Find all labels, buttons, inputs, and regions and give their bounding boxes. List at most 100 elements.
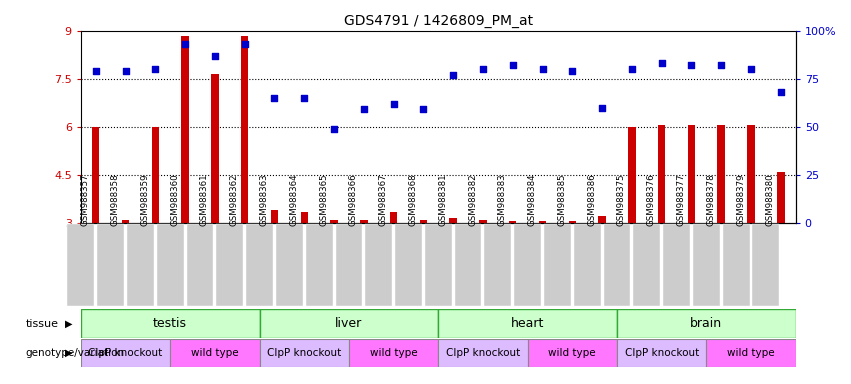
FancyBboxPatch shape <box>276 223 303 306</box>
Point <box>595 104 608 111</box>
Text: GSM988363: GSM988363 <box>260 174 269 226</box>
Bar <box>390 212 397 223</box>
Bar <box>420 220 427 223</box>
Bar <box>360 220 368 223</box>
Point <box>654 60 668 66</box>
Text: GSM988362: GSM988362 <box>230 174 239 226</box>
Text: ▶: ▶ <box>65 348 72 358</box>
Text: wild type: wild type <box>370 348 417 358</box>
Text: ClpP knockout: ClpP knockout <box>446 348 520 358</box>
Bar <box>617 309 796 338</box>
Text: GSM988385: GSM988385 <box>557 174 567 226</box>
Point <box>625 66 638 72</box>
Bar <box>330 220 338 223</box>
FancyBboxPatch shape <box>693 223 720 306</box>
Text: GSM988359: GSM988359 <box>140 174 150 226</box>
Text: heart: heart <box>511 317 545 330</box>
Point <box>505 62 519 68</box>
Text: wild type: wild type <box>191 348 238 358</box>
Text: GSM988386: GSM988386 <box>587 174 597 226</box>
Point <box>714 62 728 68</box>
Bar <box>151 127 159 223</box>
Point <box>327 126 340 132</box>
Bar <box>528 339 617 367</box>
FancyBboxPatch shape <box>67 223 94 306</box>
Point <box>744 66 757 72</box>
Text: GSM988357: GSM988357 <box>81 174 90 226</box>
Point <box>357 106 370 113</box>
FancyBboxPatch shape <box>663 223 690 306</box>
FancyBboxPatch shape <box>544 223 571 306</box>
Bar <box>92 127 100 223</box>
Text: GSM988383: GSM988383 <box>498 174 507 226</box>
Text: GSM988365: GSM988365 <box>319 174 328 226</box>
Point <box>774 89 787 95</box>
Text: testis: testis <box>153 317 187 330</box>
Point <box>178 41 191 47</box>
Bar <box>568 221 576 223</box>
FancyBboxPatch shape <box>365 223 392 306</box>
FancyBboxPatch shape <box>425 223 452 306</box>
Text: GSM988381: GSM988381 <box>438 174 448 226</box>
Bar <box>628 127 636 223</box>
Point <box>535 66 549 72</box>
Point <box>237 41 251 47</box>
FancyBboxPatch shape <box>514 223 541 306</box>
Text: brain: brain <box>690 317 722 330</box>
Point <box>684 62 698 68</box>
Text: tissue: tissue <box>26 318 59 329</box>
Text: GSM988361: GSM988361 <box>200 174 209 226</box>
Bar <box>688 125 695 223</box>
Text: GSM988377: GSM988377 <box>677 174 686 226</box>
FancyBboxPatch shape <box>306 223 333 306</box>
Bar <box>300 212 308 223</box>
Point <box>386 101 400 107</box>
Point <box>89 68 102 74</box>
Text: GSM988376: GSM988376 <box>647 174 656 226</box>
Text: GSM988367: GSM988367 <box>379 174 388 226</box>
FancyBboxPatch shape <box>574 223 601 306</box>
FancyBboxPatch shape <box>633 223 660 306</box>
Text: GSM988380: GSM988380 <box>766 174 775 226</box>
FancyBboxPatch shape <box>752 223 780 306</box>
Bar <box>211 74 219 223</box>
FancyBboxPatch shape <box>246 223 273 306</box>
FancyBboxPatch shape <box>186 223 214 306</box>
Bar <box>777 172 785 223</box>
Bar <box>479 220 487 223</box>
Point <box>476 66 489 72</box>
Point <box>118 68 132 74</box>
Point <box>565 68 579 74</box>
Bar <box>539 221 546 223</box>
Bar <box>122 220 129 223</box>
Bar <box>717 125 725 223</box>
Text: genotype/variation: genotype/variation <box>26 348 124 358</box>
Text: ▶: ▶ <box>65 318 72 329</box>
Bar <box>438 339 528 367</box>
Text: GSM988379: GSM988379 <box>736 174 745 226</box>
Bar <box>349 339 438 367</box>
Point <box>416 106 430 113</box>
Text: ClpP knockout: ClpP knockout <box>625 348 699 358</box>
Bar <box>81 339 170 367</box>
Bar <box>241 36 248 223</box>
Title: GDS4791 / 1426809_PM_at: GDS4791 / 1426809_PM_at <box>344 14 533 28</box>
Bar <box>170 339 260 367</box>
FancyBboxPatch shape <box>97 223 124 306</box>
Point <box>446 72 460 78</box>
Bar <box>181 36 189 223</box>
Text: GSM988360: GSM988360 <box>170 174 180 226</box>
Text: GSM988375: GSM988375 <box>617 174 626 226</box>
FancyBboxPatch shape <box>157 223 184 306</box>
Text: GSM988382: GSM988382 <box>468 174 477 226</box>
FancyBboxPatch shape <box>335 223 363 306</box>
Bar <box>509 221 517 223</box>
Point <box>267 95 281 101</box>
Bar <box>598 216 606 223</box>
Bar <box>706 339 796 367</box>
Text: GSM988368: GSM988368 <box>408 174 418 226</box>
Point <box>148 66 162 72</box>
Bar <box>747 125 755 223</box>
Text: GSM988366: GSM988366 <box>349 174 358 226</box>
FancyBboxPatch shape <box>603 223 631 306</box>
